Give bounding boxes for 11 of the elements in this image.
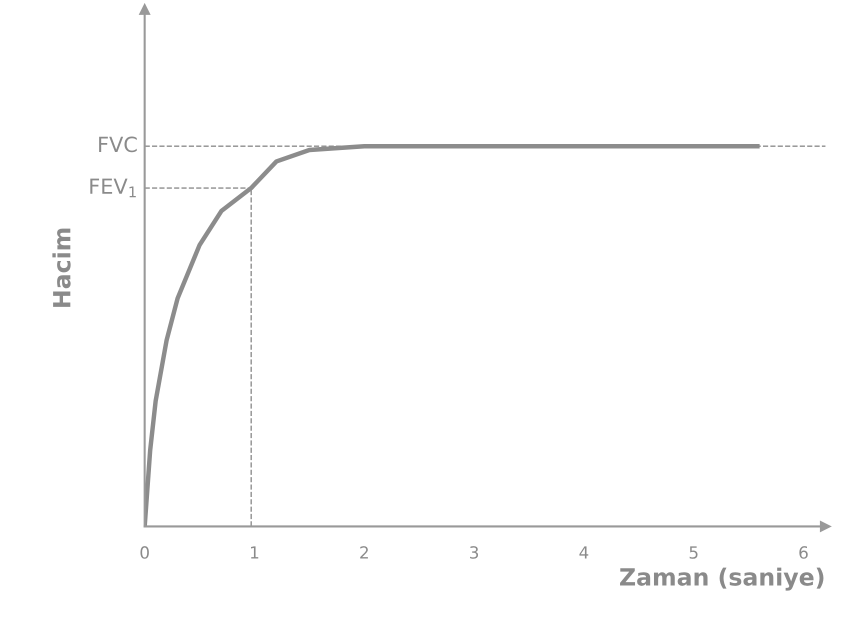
x-axis-title: Zaman (saniye) [620, 568, 824, 591]
x-tick-label: 6 [799, 546, 808, 559]
x-tick-label: 2 [360, 546, 368, 559]
x-tick-label: 3 [470, 546, 478, 559]
x-tick-label: 0 [140, 546, 149, 559]
y-axis-title: Hacim [52, 228, 71, 307]
x-tick-label: 1 [251, 546, 258, 559]
ref-line-label: FEV$_{1}$ [90, 178, 136, 198]
x-tick-label: 4 [579, 546, 588, 559]
ref-line-label: FVC [99, 136, 137, 152]
x-tick-label: 5 [690, 546, 698, 559]
